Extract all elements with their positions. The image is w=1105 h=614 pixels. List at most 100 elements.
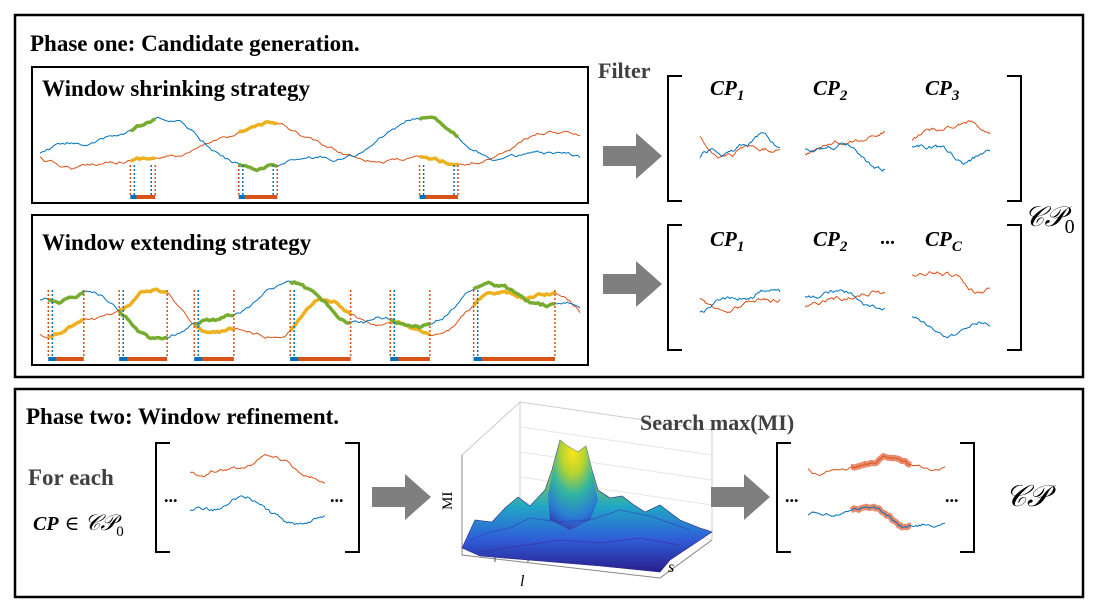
shrink-highlight-green	[130, 117, 157, 133]
top-candidate-blue	[804, 142, 886, 172]
extend-window-bar-start	[194, 357, 203, 361]
top-cp3-label: CP3	[925, 76, 960, 104]
extend-window-bar-start	[48, 357, 57, 361]
output-pair	[807, 453, 946, 531]
extend-highlight-yellow	[472, 289, 556, 307]
bottom-candidate-blue	[911, 316, 991, 339]
bottom-candidate-blue	[699, 288, 781, 313]
bottom-candidate-blue	[804, 289, 886, 311]
top-candidates	[699, 120, 991, 172]
extend-window-bar	[194, 357, 234, 361]
extend-highlight-green	[472, 280, 556, 309]
shrink-highlight-yellow	[130, 156, 156, 163]
cp-in-set-sub: 0	[116, 524, 124, 540]
axis-l-label: l	[520, 573, 525, 590]
axis-s-label: s	[668, 559, 674, 576]
svg-text:CP2: CP2	[813, 227, 848, 255]
arrow-to-surface	[372, 474, 431, 520]
input-left-bracket	[155, 442, 170, 553]
top-cp3-sub: 3	[951, 88, 960, 104]
svg-text:CP2: CP2	[813, 76, 848, 104]
output-left-bracket	[776, 442, 791, 553]
extend-panel-title: Window extending strategy	[42, 230, 312, 255]
mi-surface-plot: MI l s	[440, 401, 713, 590]
top-right-bracket	[1007, 75, 1022, 202]
mi-peak	[548, 440, 598, 530]
extend-highlight-yellow	[48, 318, 84, 339]
bottom-candidates	[699, 271, 991, 339]
extend-highlight-green	[117, 310, 168, 341]
extend-highlight-green	[289, 280, 352, 325]
shrink-window-bar	[130, 195, 156, 199]
filter-label: Filter	[598, 58, 651, 83]
output-left-ellipsis: ...	[785, 486, 799, 506]
bottom-left-bracket	[667, 224, 682, 351]
for-each-label: For each	[28, 465, 114, 490]
arrow-shrink	[603, 133, 662, 179]
set-cp0-label: 𝒞𝒫0	[1024, 202, 1075, 238]
top-cp2-sub: 2	[839, 88, 848, 104]
surface-grid-line	[519, 451, 713, 481]
arrow-to-result	[711, 474, 770, 520]
input-blue-series	[189, 495, 326, 525]
bottom-cp2-label: CP2	[813, 227, 848, 255]
axis-mi-label: MI	[440, 492, 456, 510]
output-highlight-blue	[849, 503, 913, 531]
input-orange-series	[189, 454, 326, 484]
input-pair	[189, 454, 326, 525]
bottom-candidate-orange	[804, 290, 886, 308]
extend-window-bar-start	[119, 357, 128, 361]
output-orange-series	[807, 455, 946, 476]
svg-text:CPC: CPC	[925, 227, 963, 255]
extend-window-bar	[390, 357, 430, 361]
surface-grid-line	[519, 426, 713, 456]
set-cp0-sub: 0	[1065, 216, 1075, 238]
extend-highlight-yellow	[192, 322, 235, 335]
input-right-bracket	[345, 442, 360, 553]
input-left-ellipsis: ...	[164, 486, 178, 506]
extend-window-bar	[48, 357, 84, 361]
shrink-highlight-green	[418, 115, 460, 139]
bottom-cp1-label: CP1	[710, 227, 744, 255]
bottom-candidate-orange	[699, 297, 781, 314]
top-left-bracket	[667, 75, 682, 202]
bottom-cpc-sub: C	[952, 239, 963, 255]
input-right-ellipsis: ...	[330, 486, 344, 506]
shrink-window-bar-start	[419, 195, 426, 199]
search-max-mi-label: Search max(MI)	[640, 410, 794, 435]
bottom-right-bracket	[1007, 224, 1022, 351]
arrow-extend	[603, 261, 662, 307]
extend-series-plot	[39, 280, 581, 361]
phase-two-frame	[13, 387, 1085, 599]
result-cp-label: 𝒞𝒫	[1005, 480, 1057, 513]
top-candidate-blue	[911, 144, 991, 165]
extend-window-bar	[473, 357, 555, 361]
extend-highlight-yellow	[119, 287, 169, 312]
top-candidate-orange	[911, 120, 991, 141]
bottom-cp2-sub: 2	[839, 239, 848, 255]
shrink-panel	[31, 66, 589, 204]
phase-two-title: Phase two: Window refinement.	[26, 404, 339, 429]
svg-text:CP1: CP1	[710, 227, 744, 255]
top-candidate-orange	[699, 136, 781, 159]
shrink-blue-series	[39, 116, 581, 171]
extend-window-bar-start	[290, 357, 299, 361]
bottom-cp1-sub: 1	[737, 239, 745, 255]
shrink-window-bar	[238, 195, 278, 199]
extend-highlight-green	[193, 313, 234, 327]
phase-one-frame	[13, 13, 1085, 379]
output-right-ellipsis: ...	[945, 486, 959, 506]
shrink-panel-title: Window shrinking strategy	[42, 76, 310, 101]
shrink-orange-series	[39, 121, 581, 170]
shrink-window-bar-start	[130, 195, 137, 199]
extend-window-bar-start	[473, 357, 482, 361]
top-cp2-label: CP2	[813, 76, 848, 104]
shrink-highlight-yellow	[237, 120, 278, 134]
extend-highlight-yellow	[288, 296, 352, 333]
extend-window-bar	[119, 357, 168, 361]
phase-one-title: Phase one: Candidate generation.	[30, 31, 360, 56]
bottom-cpc-label: CPC	[925, 227, 963, 255]
top-candidate-orange	[804, 131, 886, 156]
shrink-window-bar-start	[238, 195, 245, 199]
